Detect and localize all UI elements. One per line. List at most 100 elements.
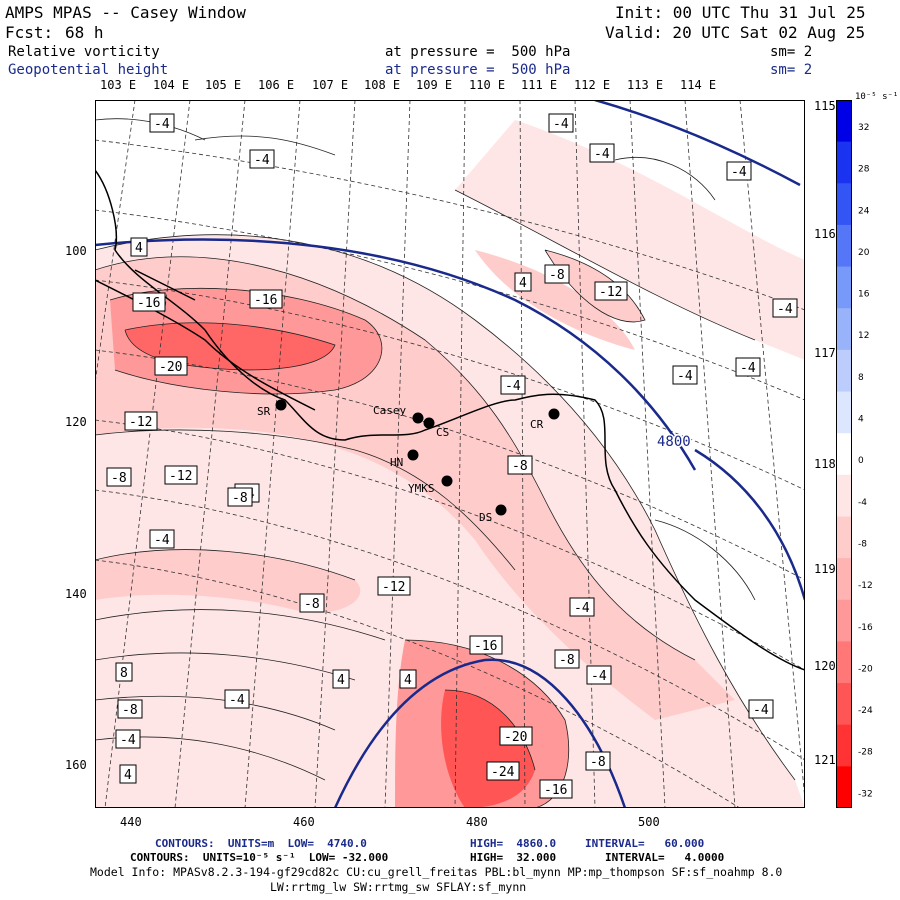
y-tick-label: 120	[65, 415, 87, 429]
contour-label: -20	[159, 360, 182, 375]
footer-model-info: Model Info: MPASv8.2.3-194-gf29cd82c CU:…	[90, 865, 783, 879]
y-tick-label: 160	[65, 758, 87, 772]
contour-label: -4	[731, 165, 747, 180]
colorbar-swatch	[836, 433, 852, 476]
contour-label: -8	[512, 459, 528, 474]
vorticity-fill-weak	[455, 120, 805, 360]
vorticity-colorbar: 32 28 24 20 16 12 8 4 0 -4 -8 -12 -16 -20 -24 -28 -32	[836, 100, 873, 808]
colorbar-tick-label: -20	[858, 664, 873, 674]
colorbar-tick-label: 12	[858, 331, 869, 341]
colorbar-swatch	[836, 558, 852, 601]
contour-label-box	[115, 729, 141, 749]
y-tick-label: 100	[65, 244, 87, 258]
contour-label: -20	[504, 730, 527, 745]
x-tick-label: 500	[638, 815, 660, 829]
station-label: YMKS	[408, 482, 435, 495]
height-contour-label: 4800	[657, 434, 691, 450]
graticule	[95, 100, 805, 808]
contour-label-box	[586, 665, 612, 685]
colorbar-tick-label: 24	[858, 206, 870, 216]
colorbar-tick-label: 28	[858, 165, 870, 175]
contour-label-box	[149, 113, 175, 133]
colorbar-swatch	[836, 516, 852, 559]
contour-label-box	[589, 143, 615, 163]
colorbar-swatch	[836, 683, 852, 726]
station-label: SR	[257, 405, 271, 418]
colorbar-swatch	[836, 391, 852, 434]
x-tick-label: 440	[120, 815, 142, 829]
contour-label: -4	[120, 733, 136, 748]
contour-label-box	[164, 465, 198, 485]
footer-height-high: HIGH= 4860.0	[470, 837, 557, 850]
colorbar-swatch	[836, 266, 852, 309]
colorbar-tick-label: 8	[858, 373, 864, 383]
contour-label: -8	[232, 491, 248, 506]
y-tick-label: 140	[65, 587, 87, 601]
colorbar-swatch	[836, 766, 852, 808]
contour-label-box	[149, 529, 175, 549]
contour-label-box	[569, 597, 595, 617]
field1-level: at pressure = 500 hPa	[385, 44, 571, 60]
x-tick-label: 460	[293, 815, 315, 829]
station-marker	[441, 475, 453, 487]
station-marker	[423, 417, 435, 429]
contour-label: -4	[740, 361, 756, 376]
contour-label: -16	[474, 639, 497, 654]
colorbar-swatch	[836, 100, 852, 143]
contour-label-box	[500, 375, 526, 395]
colorbar-swatch	[836, 724, 852, 767]
map-title: AMPS MPAS -- Casey Window	[5, 3, 246, 22]
contour-label: -4	[753, 703, 769, 718]
contour-label-box	[377, 576, 411, 596]
longitude-label: 106 E	[258, 78, 295, 92]
colorbar-tick-label: 4	[858, 415, 864, 425]
contour-label: 4	[519, 276, 527, 291]
contour-label-box	[132, 292, 166, 312]
forecast-hour: 68 h	[65, 23, 104, 42]
contour-label-box	[539, 779, 573, 799]
contour-label: -4	[594, 147, 610, 162]
contour-label-box	[514, 272, 532, 292]
station-label: DS	[479, 511, 492, 524]
field1-name: Relative vorticity	[8, 44, 160, 60]
station-marker	[275, 399, 287, 411]
colorbar-tick-label: -24	[858, 706, 873, 716]
contour-label: 8	[120, 666, 128, 681]
colorbar-tick-label: -32	[858, 789, 873, 799]
x-tick-label: 480	[466, 815, 488, 829]
contour-label: -4	[677, 369, 693, 384]
contour-label-box	[224, 689, 250, 709]
contour-label: -4	[591, 669, 607, 684]
colorbar-swatch	[836, 141, 852, 184]
forecast-label: Fcst:	[5, 23, 54, 42]
contour-label: -8	[559, 653, 575, 668]
contour-label-box	[507, 455, 533, 475]
contour-label: -4	[553, 117, 569, 132]
longitude-label: 114 E	[680, 78, 717, 92]
contour-label: -4	[777, 302, 793, 317]
contour-label-box	[106, 467, 132, 487]
contour-label: -4	[574, 601, 590, 616]
contour-label: -12	[169, 469, 192, 484]
longitude-label: 108 E	[364, 78, 401, 92]
colorbar-swatch	[836, 641, 852, 684]
contour-label-box	[332, 669, 350, 689]
contour-label: 4	[124, 768, 132, 783]
contour-label-box	[772, 298, 798, 318]
contour-labels: -4 -4 4 -4 -4 -4 4 -8 -12 -4 -16 -16 -20 -4 -4 -4 -12 -12…	[106, 113, 798, 799]
colorbar-tick-label: 0	[858, 456, 864, 466]
colorbar-tick-label: -12	[858, 581, 873, 591]
contour-label-box	[227, 487, 253, 507]
colorbar-swatch	[836, 599, 852, 642]
field2-smoothing: sm= 2	[770, 62, 813, 78]
contour-label: -4	[505, 379, 521, 394]
station-label: CR	[530, 418, 544, 431]
stations: SR Casey CS HN YMKS DS CR	[257, 399, 560, 524]
footer-vorticity-contours: CONTOURS: UNITS=10⁻⁵ s⁻¹ LOW= -32.000	[130, 851, 389, 864]
longitude-label: 103 E	[100, 78, 137, 92]
vorticity-map: 4800 -4-44-4-4-44-8-12-4-16 -16-20-4-4-4-…	[95, 100, 805, 808]
footer-height-interval: INTERVAL= 60.000	[585, 837, 705, 850]
contour-label: -4	[154, 117, 170, 132]
colorbar-tick-label: -28	[858, 748, 873, 758]
colorbar-swatch	[836, 349, 852, 393]
